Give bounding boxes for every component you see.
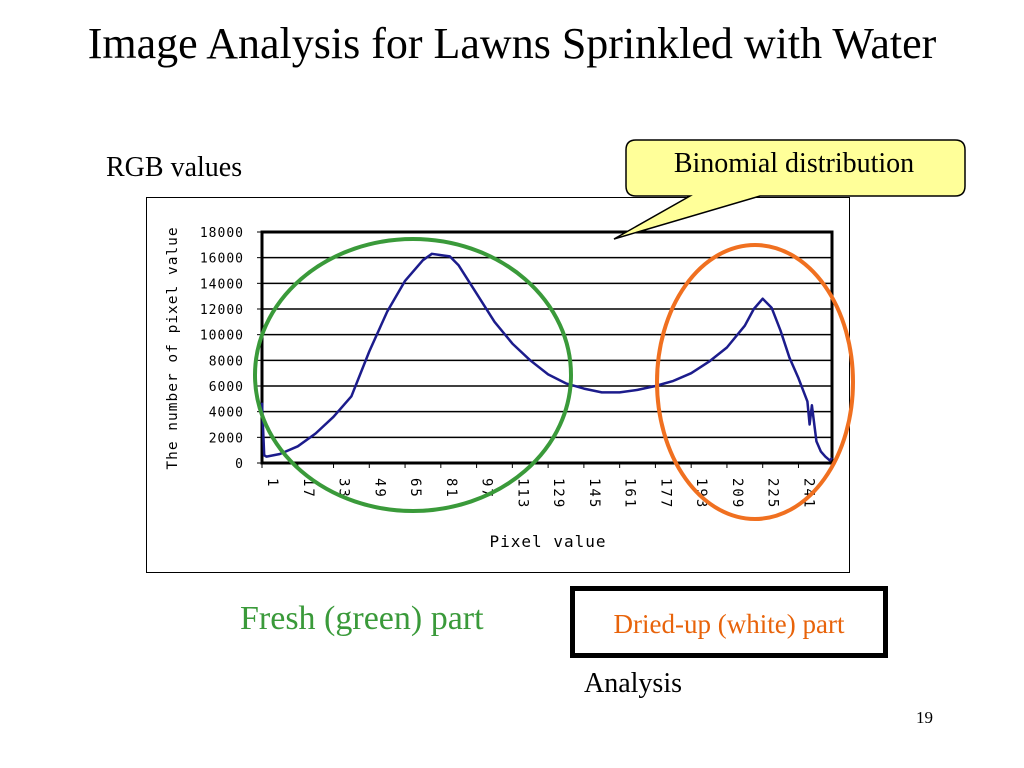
dried-part-label: Dried-up (white) part — [613, 609, 845, 639]
y-tick-label: 8000 — [209, 354, 244, 369]
page-number: 19 — [916, 708, 933, 727]
callout-bubble — [613, 139, 966, 240]
y-tick-labels: 18000 16000 14000 12000 10000 8000 6000 4000 200… — [200, 226, 244, 472]
y-tick-label: 4000 — [209, 406, 244, 421]
x-tick-label: 49 — [371, 478, 387, 499]
x-tick-label: 145 — [586, 478, 602, 509]
x-tick-label: 129 — [550, 478, 566, 509]
y-tick-label: 10000 — [200, 329, 244, 344]
x-tick-label: 17 — [300, 478, 316, 499]
y-tick-label: 14000 — [200, 277, 244, 292]
y-tick-label: 18000 — [200, 226, 244, 241]
plot-area — [260, 230, 834, 465]
x-axis-label: Pixel value — [490, 532, 607, 551]
y-tick-label: 0 — [235, 457, 244, 472]
x-tick-labels: 1 17 33 49 65 81 97 113 129 145 161 177 193 209 225 241 — [261, 463, 816, 509]
x-tick-label: 209 — [729, 478, 745, 509]
dried-part-ellipse — [655, 243, 855, 521]
rgb-values-label: RGB values — [106, 152, 243, 183]
y-tick-label: 12000 — [200, 303, 244, 318]
x-tick-label: 113 — [514, 478, 530, 509]
x-tick-label: 161 — [622, 478, 638, 509]
x-tick-label: 225 — [765, 478, 781, 509]
series-line — [260, 252, 833, 462]
y-axis-label: The number of pixel value — [165, 226, 181, 469]
x-tick-label: 177 — [657, 478, 673, 509]
x-tick-label: 81 — [443, 478, 459, 499]
fresh-part-ellipse — [253, 237, 573, 513]
y-tick-label: 16000 — [200, 252, 244, 267]
callout-text: Binomial distribution — [673, 148, 915, 179]
y-tick-label: 6000 — [209, 380, 244, 395]
y-tick-label: 2000 — [209, 431, 244, 446]
analysis-label: Analysis — [584, 668, 682, 699]
slide-title: Image Analysis for Lawns Sprinkled with … — [87, 19, 937, 68]
x-tick-label: 1 — [264, 478, 280, 488]
grid-lines — [257, 231, 832, 464]
x-tick-label: 65 — [407, 478, 423, 499]
dried-part-box: Dried-up (white) part — [570, 586, 888, 658]
fresh-part-label: Fresh (green) part — [240, 600, 484, 637]
